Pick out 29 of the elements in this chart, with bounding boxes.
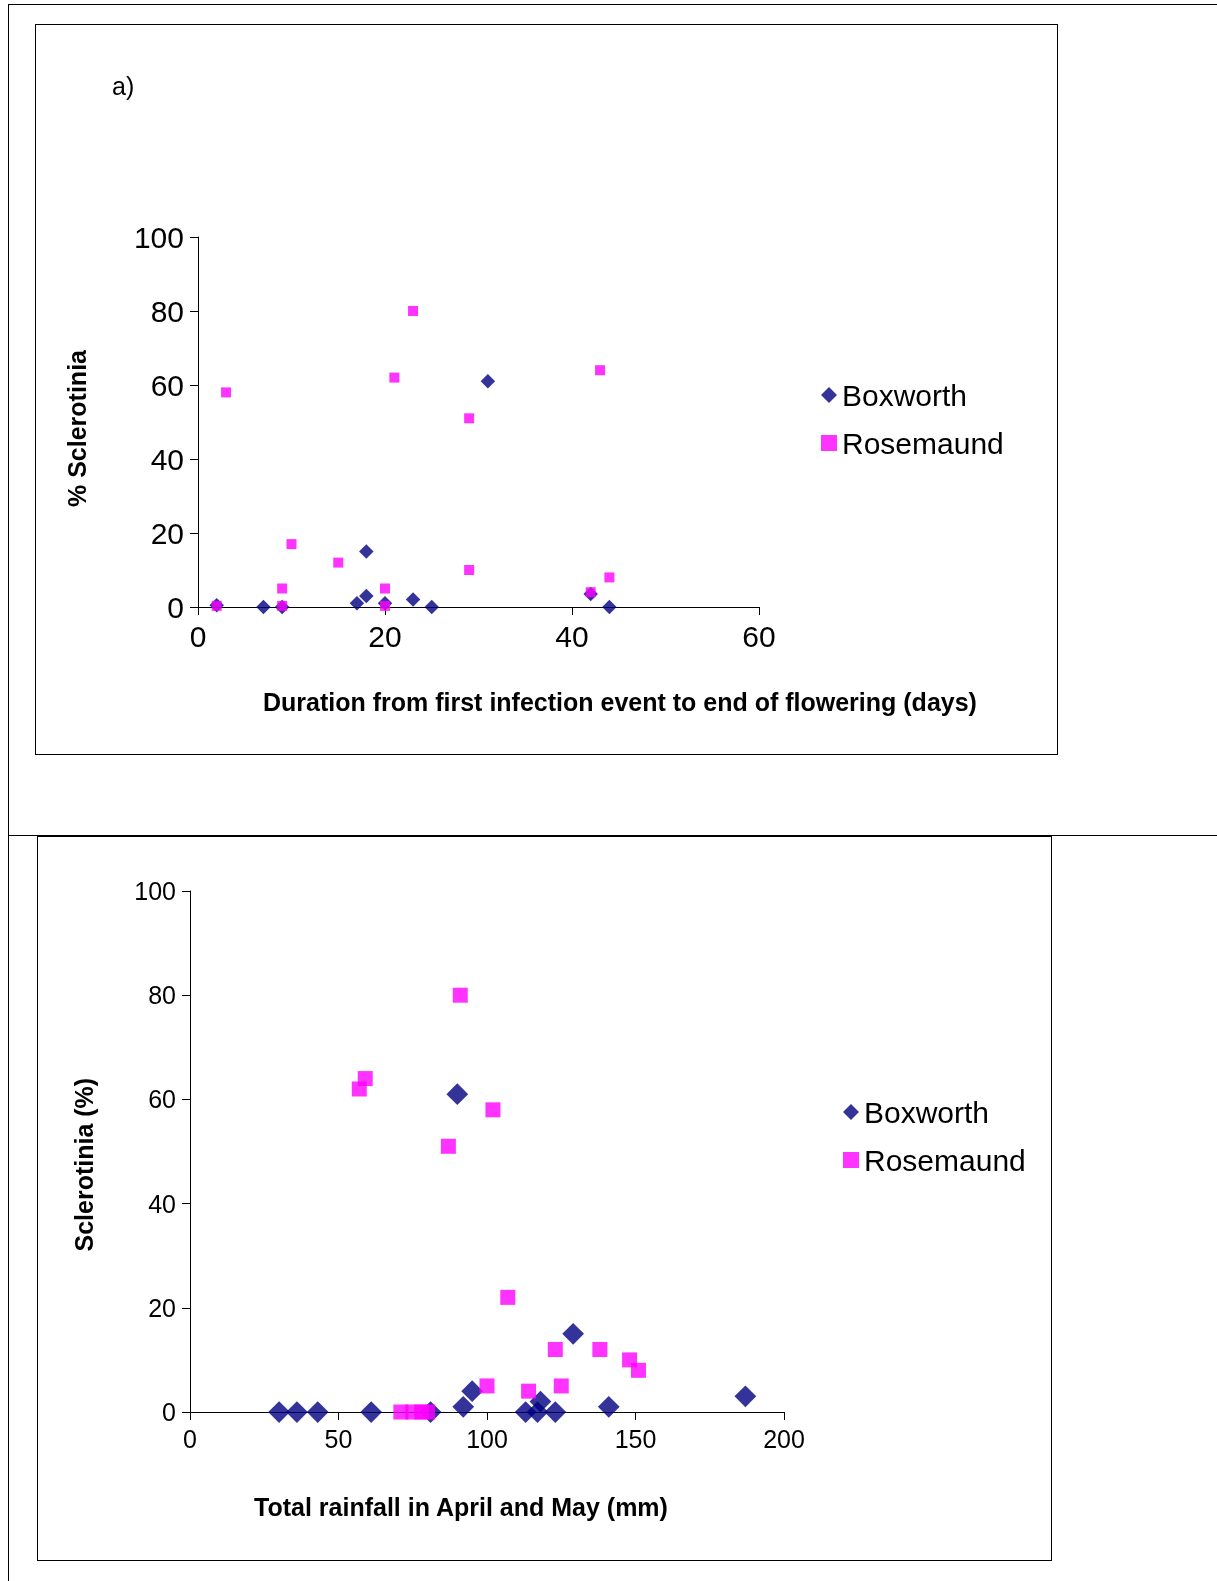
x-tick-label: 20 — [368, 619, 402, 653]
y-axis-title: % Sclerotinia — [62, 348, 91, 507]
y-tick-label: 20 — [150, 516, 184, 550]
x-tick-label: 50 — [324, 1424, 353, 1453]
y-tick-label: 40 — [150, 442, 184, 476]
x-tick-label: 40 — [555, 619, 589, 653]
y-axis-title: Sclerotinia (%) — [69, 1077, 98, 1252]
legend-label: Rosemaund — [842, 426, 1004, 460]
legend-label: Boxworth — [864, 1095, 990, 1129]
y-tick-label: 40 — [148, 1189, 176, 1218]
x-tick-label: 100 — [466, 1424, 508, 1453]
x-tick-label: 150 — [614, 1424, 657, 1453]
y-tick-label: 80 — [150, 294, 184, 328]
x-tick-label: 0 — [189, 619, 207, 653]
y-tick-label: 20 — [148, 1293, 176, 1322]
y-tick-label: 60 — [148, 1085, 176, 1114]
x-axis-title: Duration from first infection event to end of flowering (days) — [263, 688, 977, 716]
y-tick-label: 80 — [148, 981, 176, 1010]
y-tick-label: 0 — [167, 590, 184, 624]
x-tick-label: 60 — [742, 619, 776, 653]
legend-label: Rosemaund — [864, 1143, 1026, 1177]
x-axis-title: Total rainfall in April and May (mm) — [254, 1493, 668, 1521]
y-tick-label: 60 — [150, 368, 184, 402]
y-tick-label: 0 — [162, 1398, 176, 1426]
y-tick-label: 100 — [133, 220, 184, 254]
y-tick-label: 100 — [134, 877, 176, 905]
text: a) — [112, 71, 135, 100]
x-tick-label: 200 — [763, 1424, 805, 1453]
legend-label: Boxworth — [842, 378, 968, 412]
